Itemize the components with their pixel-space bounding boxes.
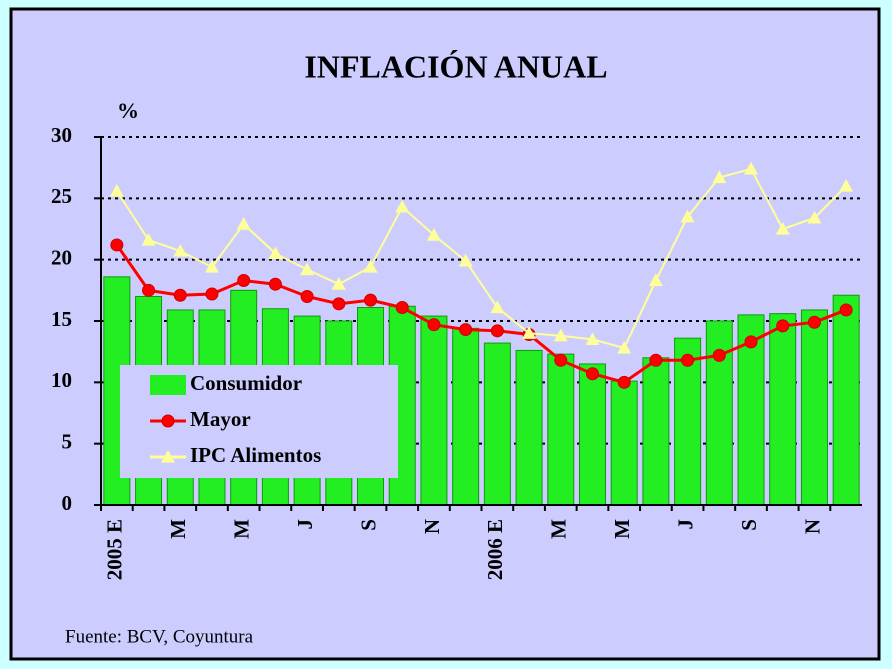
bar bbox=[483, 342, 511, 506]
marker bbox=[681, 353, 695, 367]
source-note: Fuente: BCV, Coyuntura bbox=[65, 626, 254, 647]
marker bbox=[490, 300, 505, 314]
marker bbox=[839, 179, 854, 192]
marker bbox=[554, 353, 568, 367]
marker bbox=[236, 217, 251, 230]
bar bbox=[420, 315, 448, 506]
marker bbox=[617, 375, 631, 389]
x-tick-label: N bbox=[420, 519, 444, 534]
marker bbox=[173, 288, 187, 302]
y-tick-label: 25 bbox=[51, 184, 72, 208]
marker bbox=[807, 315, 821, 329]
x-tick-label: N bbox=[800, 519, 824, 534]
marker bbox=[839, 303, 853, 317]
legend-label: IPC Alimentos bbox=[190, 443, 321, 467]
marker bbox=[617, 340, 632, 354]
bar bbox=[610, 380, 638, 506]
y-tick-label: 20 bbox=[51, 245, 72, 269]
marker bbox=[332, 297, 346, 311]
marker bbox=[744, 161, 759, 175]
marker bbox=[395, 301, 409, 315]
x-tick-label: 2006 E bbox=[483, 519, 507, 580]
marker bbox=[173, 244, 188, 257]
marker bbox=[300, 262, 315, 276]
marker bbox=[648, 273, 663, 287]
x-tick-label: J bbox=[293, 519, 317, 530]
marker bbox=[585, 367, 599, 381]
marker bbox=[110, 238, 124, 252]
bar bbox=[769, 313, 797, 506]
marker bbox=[204, 260, 219, 273]
x-tick-label: 2005 E bbox=[103, 519, 127, 580]
legend-label: Consumidor bbox=[190, 371, 302, 395]
y-tick-label: 5 bbox=[62, 429, 73, 453]
marker bbox=[363, 260, 378, 273]
marker bbox=[649, 353, 663, 367]
marker bbox=[426, 228, 441, 241]
marker bbox=[776, 319, 790, 333]
line bbox=[116, 167, 847, 350]
x-tick-label: M bbox=[610, 519, 634, 539]
marker bbox=[161, 450, 175, 463]
y-tick-label: 0 bbox=[62, 491, 73, 515]
marker bbox=[331, 277, 346, 290]
marker bbox=[490, 324, 504, 338]
marker bbox=[712, 348, 726, 362]
y-tick-label: 10 bbox=[51, 368, 72, 392]
y-tick-label: 30 bbox=[51, 123, 72, 147]
marker bbox=[142, 283, 156, 297]
bar bbox=[642, 357, 670, 506]
marker bbox=[712, 170, 727, 184]
marker bbox=[744, 335, 758, 349]
y-tick-label: 15 bbox=[51, 307, 72, 331]
legend-label: Mayor bbox=[190, 407, 251, 431]
marker bbox=[364, 293, 378, 307]
marker bbox=[268, 277, 282, 291]
marker bbox=[205, 287, 219, 301]
marker bbox=[522, 326, 537, 339]
marker bbox=[775, 222, 790, 235]
marker bbox=[300, 289, 314, 303]
marker bbox=[585, 332, 600, 345]
bar bbox=[800, 309, 828, 506]
marker bbox=[459, 323, 473, 337]
marker bbox=[161, 414, 175, 428]
bar bbox=[452, 327, 480, 506]
marker bbox=[680, 209, 695, 223]
x-tick-label: M bbox=[547, 519, 571, 539]
x-tick-label: M bbox=[230, 519, 254, 539]
x-tick-label: S bbox=[356, 519, 380, 531]
y-axis-label: % bbox=[117, 98, 139, 123]
marker bbox=[458, 253, 473, 267]
x-tick-label: S bbox=[737, 519, 761, 531]
bar bbox=[547, 353, 575, 506]
marker bbox=[807, 210, 822, 224]
x-tick-label: M bbox=[166, 519, 190, 539]
bar bbox=[832, 294, 860, 506]
chart-title: INFLACIÓN ANUAL bbox=[304, 48, 607, 84]
marker bbox=[141, 233, 156, 246]
marker bbox=[268, 246, 283, 260]
marker bbox=[395, 199, 410, 213]
marker bbox=[109, 183, 124, 197]
marker bbox=[237, 274, 251, 288]
marker bbox=[427, 318, 441, 332]
bar bbox=[705, 320, 733, 506]
x-tick-label: J bbox=[673, 519, 697, 530]
legend-swatch bbox=[150, 375, 186, 395]
bar bbox=[578, 363, 606, 506]
bar bbox=[515, 349, 543, 506]
marker bbox=[553, 328, 568, 342]
